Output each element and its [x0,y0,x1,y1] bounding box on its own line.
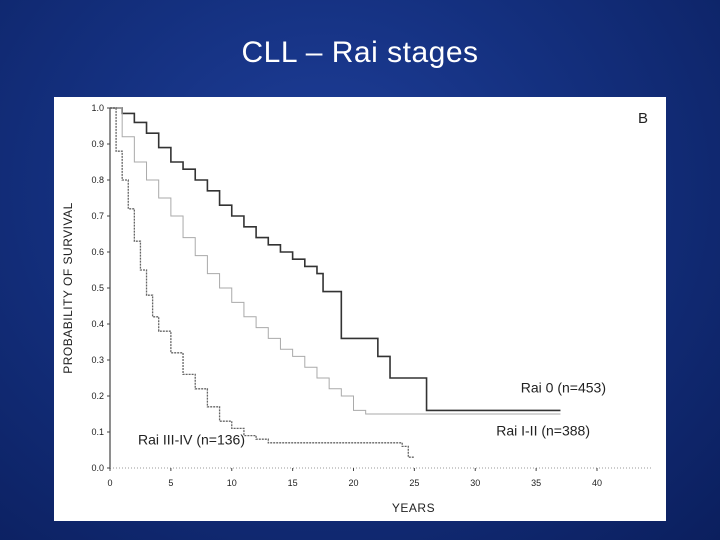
slide-title: CLL – Rai stages [241,36,479,69]
series-label: Rai 0 (n=453) [521,379,606,395]
chart-curves [110,107,561,458]
y-tick-label: 1.0 [91,103,104,113]
y-tick-label: 0.0 [91,463,104,473]
y-tick-label: 0.4 [91,319,104,329]
survival-curve-2 [110,107,561,415]
x-axis-label: YEARS [392,501,435,515]
x-tick-label: 30 [470,478,480,488]
panel-label: B [638,110,648,127]
y-tick-label: 0.6 [91,247,104,257]
survival-curve-1 [110,107,561,412]
x-tick-label: 35 [531,478,541,488]
x-tick-label: 15 [288,478,298,488]
x-tick-label: 0 [107,478,112,488]
series-label: Rai III-IV (n=136) [138,432,245,448]
y-tick-label: 0.2 [91,391,104,401]
y-axis-label: PROBABILITY OF SURVIVAL [61,202,75,374]
y-tick-label: 0.5 [91,283,104,293]
chart-labels: YEARS PROBABILITY OF SURVIVAL B Rai 0 (n=45… [61,110,648,515]
y-tick-label: 0.8 [91,175,104,185]
y-tick-label: 0.3 [91,355,104,365]
chart-axes: 0.0 0.1 0.2 0.3 0.4 0.5 0.6 0.7 0.8 0.9 1.0 0 5 10 15 2… [91,103,652,488]
x-tick-label: 10 [227,478,237,488]
x-tick-label: 5 [168,478,173,488]
series-label: Rai I-II (n=388) [496,423,590,439]
survival-chart: 0.0 0.1 0.2 0.3 0.4 0.5 0.6 0.7 0.8 0.9 1.0 0 5 10 15 2… [61,103,652,515]
y-tick-label: 0.7 [91,211,104,221]
x-tick-label: 20 [348,478,358,488]
x-tick-label: 25 [409,478,419,488]
y-tick-label: 0.1 [91,427,104,437]
x-tick-label: 40 [592,478,602,488]
survival-curve-3 [110,107,415,458]
survival-chart-panel: 0.0 0.1 0.2 0.3 0.4 0.5 0.6 0.7 0.8 0.9 1.0 0 5 10 15 2… [54,97,666,521]
y-tick-label: 0.9 [91,139,104,149]
